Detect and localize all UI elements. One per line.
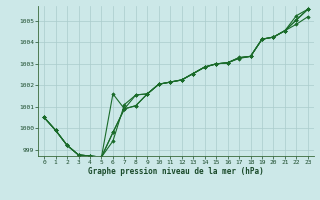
- X-axis label: Graphe pression niveau de la mer (hPa): Graphe pression niveau de la mer (hPa): [88, 167, 264, 176]
